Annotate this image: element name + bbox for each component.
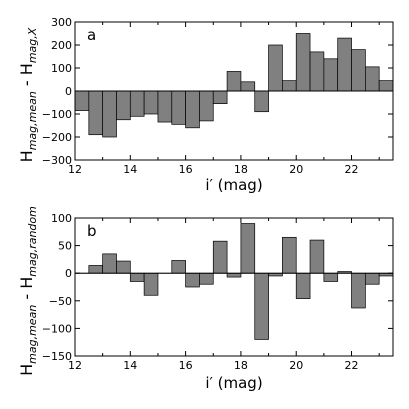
bar (282, 236, 297, 274)
bar (351, 272, 366, 309)
panel-b: 12 14 16 18 20 22 100 50 0 −50 −100 −150 b i′ (mag) Hm… (17, 206, 394, 392)
bar (323, 272, 339, 282)
bar (309, 239, 325, 274)
bar (240, 223, 256, 274)
y-tick-label: −100 (42, 322, 72, 335)
y-tick-label: 0 (65, 267, 72, 280)
bar (88, 90, 104, 136)
bar (171, 260, 186, 274)
bar (88, 265, 104, 274)
x-tick-label: 18 (234, 163, 248, 176)
y-tick-label: 0 (65, 85, 72, 98)
bar (143, 90, 159, 115)
bar (337, 37, 352, 92)
bar (185, 90, 200, 129)
bar (365, 272, 380, 285)
bar (309, 51, 325, 92)
y-tick-label: 100 (51, 62, 72, 75)
plot-frame (74, 217, 394, 357)
y-axis-title-part: H (17, 364, 36, 376)
bar (102, 90, 117, 138)
x-axis-title: i′ (mag) (205, 374, 262, 392)
x-tick-label: 12 (68, 359, 82, 372)
bar (226, 272, 242, 278)
bar (74, 90, 90, 111)
y-tick-label: −150 (42, 350, 72, 363)
bar (212, 240, 228, 274)
bar (212, 90, 228, 104)
x-tick-label: 18 (234, 359, 248, 372)
bar (157, 90, 173, 123)
y-tick-label: −200 (42, 131, 72, 144)
bar (254, 272, 269, 340)
bar (185, 272, 200, 288)
bar (351, 49, 366, 92)
y-tick-label: −50 (49, 295, 72, 308)
panel-label: b (87, 222, 97, 240)
bar (378, 80, 394, 92)
y-axis-title: Hmag,mean - Hmag,X (17, 27, 39, 162)
y-axis-title-part: - H (17, 63, 36, 91)
bar (143, 272, 159, 296)
bar (295, 272, 311, 299)
bar (282, 80, 297, 92)
bar (129, 90, 145, 117)
bar (199, 272, 214, 285)
x-tick-label: 16 (179, 163, 193, 176)
x-tick-label: 12 (68, 163, 82, 176)
y-axis-title-subscript: mag,mean (26, 91, 39, 150)
x-tick-label: 22 (345, 359, 359, 372)
x-tick-label: 16 (179, 359, 193, 372)
y-axis-title-subscript: mag,mean (26, 305, 39, 364)
bar (240, 81, 256, 92)
y-tick-label: 200 (51, 39, 72, 52)
y-tick-label: −300 (42, 154, 72, 167)
bar (171, 90, 186, 125)
y-tick-label: 300 (51, 16, 72, 29)
bar (129, 272, 145, 282)
x-axis-title: i′ (mag) (205, 176, 262, 194)
y-axis-title: Hmag,mean - Hmag,random (17, 206, 39, 376)
bar (226, 71, 242, 92)
y-tick-label: 100 (51, 212, 72, 225)
y-axis-title-part: H (17, 150, 36, 162)
panel-label: a (87, 26, 96, 44)
x-tick-label: 22 (345, 163, 359, 176)
y-tick-label: −100 (42, 108, 72, 121)
y-axis-title-subscript: mag,random (26, 206, 39, 277)
x-tick-label: 14 (123, 359, 137, 372)
x-tick-label: 20 (289, 359, 303, 372)
bar (254, 90, 269, 113)
x-tick-label: 20 (289, 163, 303, 176)
bar (102, 253, 117, 274)
y-axis-title-subscript: mag,X (26, 27, 39, 63)
bar (199, 90, 214, 122)
y-tick-label: 50 (58, 240, 72, 253)
x-tick-label: 14 (123, 163, 137, 176)
y-axis-title-part: - H (17, 277, 36, 305)
bar (268, 44, 283, 92)
bar (295, 33, 311, 92)
bar (323, 58, 339, 92)
bar (365, 66, 380, 92)
bar (116, 90, 131, 121)
panel-a: 12 14 16 18 20 22 300 200 100 0 −100 −200 −300 a i′ (m… (17, 16, 394, 194)
bar (116, 260, 131, 274)
